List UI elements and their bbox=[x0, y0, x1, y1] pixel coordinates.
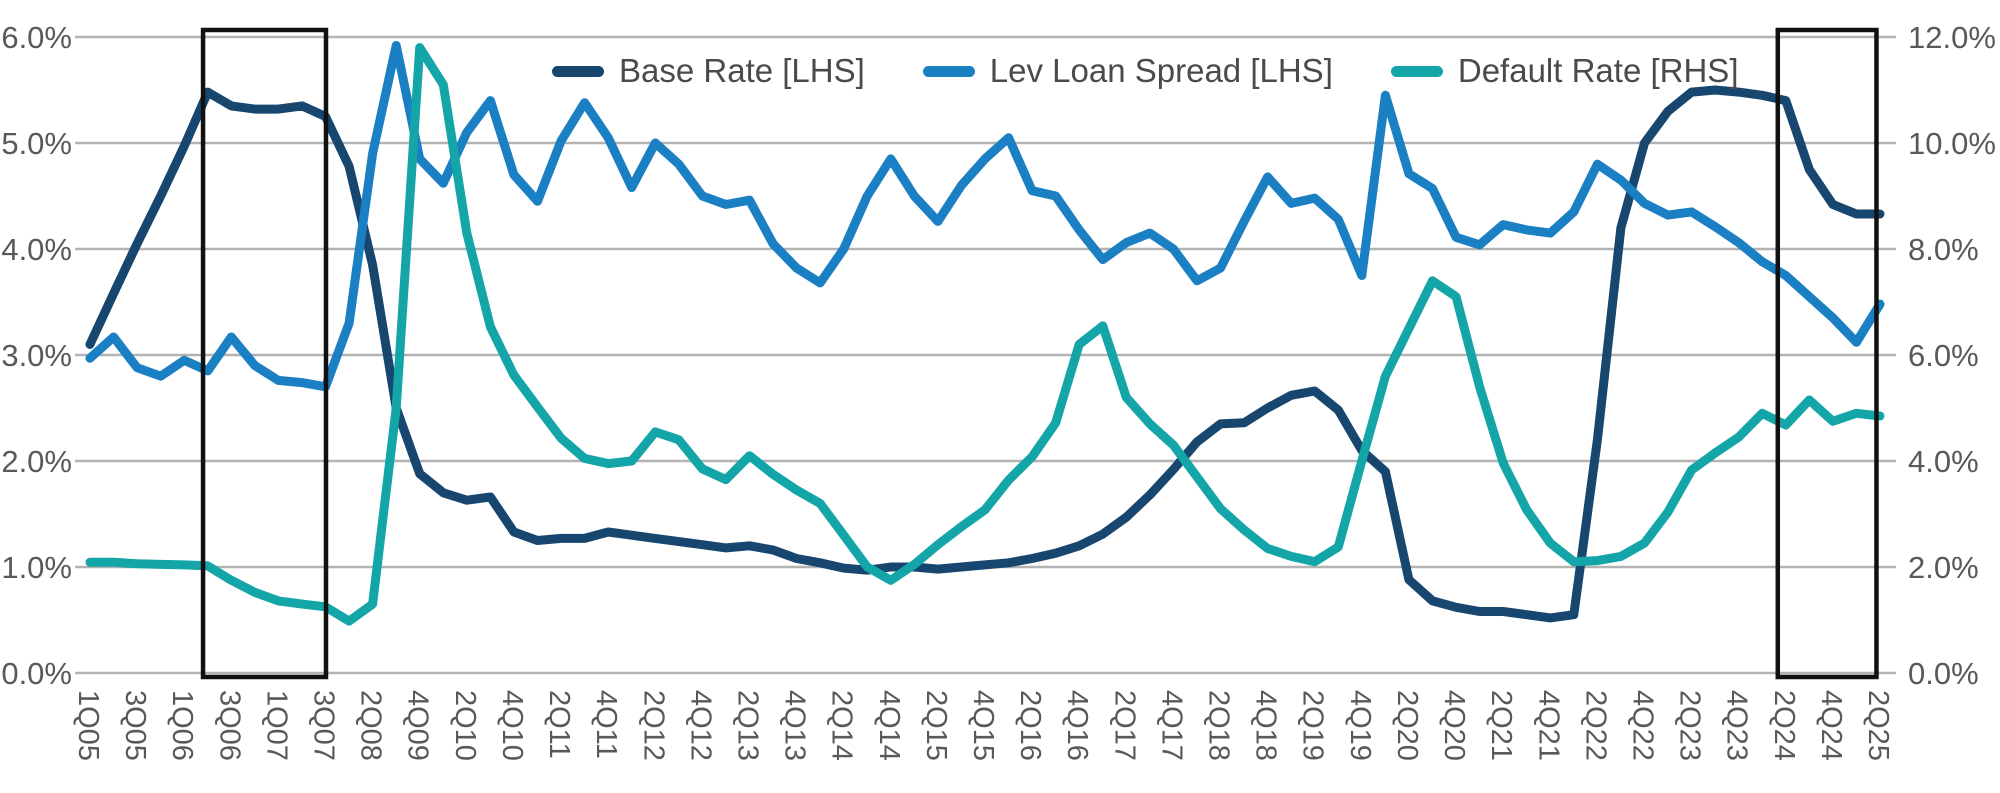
x-axis-label: 2Q15 bbox=[920, 690, 952, 761]
x-axis-label: 4Q11 bbox=[590, 690, 622, 759]
x-axis-label: 2Q11 bbox=[543, 690, 575, 759]
right-axis-label: 8.0% bbox=[1908, 232, 1979, 267]
x-axis-label: 2Q18 bbox=[1203, 690, 1235, 761]
legend-item-lev-loan-spread: Lev Loan Spread [LHS] bbox=[922, 52, 1333, 90]
x-axis-label: 2Q16 bbox=[1014, 690, 1046, 761]
right-axis-label: 0.0% bbox=[1908, 656, 1979, 691]
x-axis-label: 4Q19 bbox=[1344, 690, 1376, 761]
x-axis-label: 4Q12 bbox=[684, 690, 716, 761]
legend-swatch-lev-loan-spread bbox=[922, 65, 975, 77]
series-line-base-rate bbox=[85, 85, 1885, 623]
legend-label-default-rate: Default Rate [RHS] bbox=[1457, 52, 1739, 89]
x-axis-label: 1Q06 bbox=[166, 690, 198, 761]
left-axis-label: 4.0% bbox=[1, 232, 72, 267]
x-axis-label: 2Q12 bbox=[637, 690, 669, 761]
x-axis-label: 4Q23 bbox=[1721, 690, 1753, 761]
legend-swatch-default-rate bbox=[1390, 65, 1443, 77]
highlight-box-current-window bbox=[1775, 27, 1879, 680]
legend-label-base-rate: Base Rate [LHS] bbox=[619, 52, 865, 89]
x-axis-label: 4Q14 bbox=[873, 690, 905, 761]
left-axis-label: 1.0% bbox=[1, 550, 72, 585]
x-axis-label: 2Q19 bbox=[1297, 690, 1329, 761]
x-axis-label: 4Q15 bbox=[967, 690, 999, 761]
x-axis-label: 2Q22 bbox=[1579, 690, 1611, 761]
legend-item-default-rate: Default Rate [RHS] bbox=[1390, 52, 1739, 90]
legend: Base Rate [LHS] Lev Loan Spread [LHS] De… bbox=[552, 52, 1739, 90]
gridlines bbox=[75, 35, 1896, 675]
x-axis-label: 1Q07 bbox=[260, 690, 292, 761]
left-axis-label: 6.0% bbox=[1, 20, 72, 55]
x-axis-label: 2Q10 bbox=[449, 690, 481, 761]
x-axis-label: 2Q13 bbox=[731, 690, 763, 761]
legend-label-lev-loan-spread: Lev Loan Spread [LHS] bbox=[989, 52, 1333, 89]
x-axis-label: 4Q09 bbox=[402, 690, 434, 761]
x-axis-label: 2Q08 bbox=[355, 690, 387, 761]
x-axis-label: 2Q21 bbox=[1485, 690, 1517, 761]
x-axis-label: 4Q18 bbox=[1250, 690, 1282, 761]
x-axis-label: 4Q17 bbox=[1155, 690, 1187, 761]
x-axis-label: 4Q20 bbox=[1438, 690, 1470, 761]
x-axis-label: 2Q25 bbox=[1862, 690, 1894, 761]
right-axis-label: 6.0% bbox=[1908, 338, 1979, 373]
x-axis-label: 4Q10 bbox=[496, 690, 528, 761]
left-axis-label: 0.0% bbox=[1, 656, 72, 691]
x-axis-label: 4Q22 bbox=[1626, 690, 1658, 761]
x-axis-label: 3Q07 bbox=[308, 690, 340, 761]
x-axis-label: 4Q21 bbox=[1532, 690, 1564, 761]
legend-swatch-base-rate bbox=[552, 65, 604, 77]
right-axis-label: 4.0% bbox=[1908, 444, 1979, 479]
x-axis-tick-labels: 1Q05 3Q05 1Q06 3Q06 1Q07 3Q07 2Q08 4Q09 2Q10 4Q10… bbox=[72, 690, 1894, 761]
x-axis-label: 2Q20 bbox=[1391, 690, 1423, 761]
x-axis-label: 2Q14 bbox=[826, 690, 858, 761]
x-axis-label: 3Q05 bbox=[119, 690, 151, 761]
left-axis-label: 5.0% bbox=[1, 126, 72, 161]
x-axis-label: 2Q24 bbox=[1768, 690, 1800, 761]
x-axis-label: 2Q23 bbox=[1674, 690, 1706, 761]
x-axis-label: 1Q05 bbox=[72, 690, 104, 761]
right-axis-label: 12.0% bbox=[1908, 20, 1996, 55]
series-line-default-rate bbox=[85, 43, 1885, 626]
highlight-box-pre-gfc-window bbox=[200, 27, 329, 680]
left-axis-label: 3.0% bbox=[1, 338, 72, 373]
x-axis-label: 4Q24 bbox=[1815, 690, 1847, 761]
right-axis-label: 10.0% bbox=[1908, 126, 1996, 161]
right-axis-label: 2.0% bbox=[1908, 550, 1979, 585]
x-axis-label: 4Q16 bbox=[1061, 690, 1093, 761]
left-axis-tick-labels: 0.0% 1.0% 2.0% 3.0% 4.0% 5.0% 6.0% bbox=[1, 20, 72, 691]
right-axis-tick-labels: 0.0% 2.0% 4.0% 6.0% 8.0% 10.0% 12.0% bbox=[1908, 20, 1996, 691]
legend-item-base-rate: Base Rate [LHS] bbox=[552, 52, 865, 90]
x-axis-label: 3Q06 bbox=[213, 690, 245, 761]
left-axis-label: 2.0% bbox=[1, 444, 72, 479]
series-line-lev-loan-spread bbox=[85, 41, 1885, 392]
x-axis-label: 4Q13 bbox=[779, 690, 811, 761]
x-axis-label: 2Q17 bbox=[1108, 690, 1140, 761]
